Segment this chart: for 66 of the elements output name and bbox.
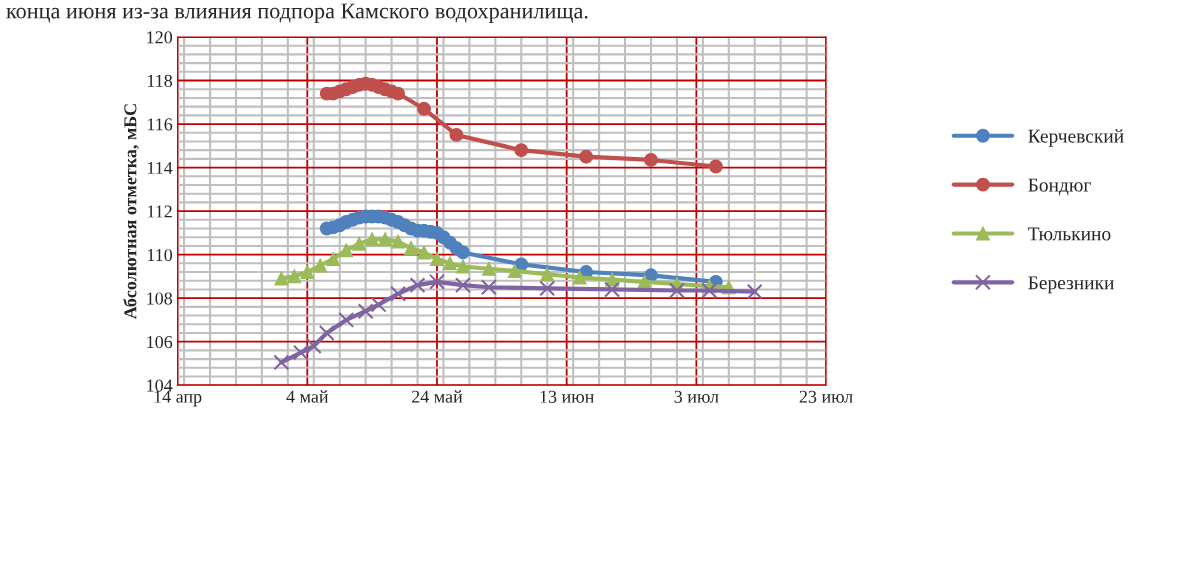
- y-tick-label: 120: [147, 31, 173, 44]
- point: [481, 261, 496, 276]
- x-tick-label: 3 июл: [674, 390, 719, 403]
- point: [365, 232, 380, 247]
- point: [318, 324, 335, 341]
- point: [637, 274, 652, 289]
- point: [429, 273, 445, 290]
- x-tick-label: 4 май: [286, 390, 329, 403]
- point: [352, 236, 367, 251]
- point: [572, 270, 587, 285]
- point: [370, 296, 387, 313]
- point: [292, 344, 309, 361]
- point: [313, 258, 328, 273]
- y-axis-title: Абсолютная отметка, мБС: [123, 104, 140, 320]
- point: [455, 259, 470, 274]
- point: [274, 271, 289, 286]
- y-tick-label: 112: [147, 205, 172, 218]
- point: [391, 86, 406, 101]
- point: [338, 311, 355, 328]
- point: [701, 282, 718, 299]
- x-tick-label: 23 июл: [799, 390, 853, 403]
- legend-label: Керчевский: [1028, 129, 1124, 147]
- point: [300, 265, 315, 279]
- point: [604, 281, 621, 298]
- x-tick-label: 13 июн: [540, 390, 594, 403]
- point: [409, 277, 426, 294]
- point: [417, 101, 431, 116]
- point: [326, 252, 341, 266]
- point: [579, 149, 594, 164]
- point: [668, 282, 685, 299]
- point: [540, 267, 555, 282]
- point: [480, 279, 497, 296]
- point: [339, 243, 354, 258]
- point: [455, 245, 470, 260]
- point: [507, 264, 522, 278]
- point: [443, 256, 457, 271]
- point: [644, 153, 658, 167]
- point: [417, 245, 431, 260]
- point: [449, 127, 464, 142]
- point: [514, 143, 529, 158]
- point: [746, 283, 763, 300]
- point: [305, 338, 322, 355]
- point: [287, 269, 302, 284]
- legend-label: Бондюг: [1028, 178, 1091, 196]
- legend-label: Березники: [1028, 276, 1114, 294]
- y-tick-label: 110: [147, 248, 173, 262]
- point: [404, 241, 418, 256]
- y-tick-label: 106: [147, 335, 173, 349]
- point: [273, 354, 290, 371]
- legend-label: Тюлькино: [1028, 227, 1111, 241]
- point: [391, 234, 406, 249]
- point: [430, 252, 444, 266]
- y-tick-label: 118: [147, 74, 173, 87]
- point: [378, 232, 393, 247]
- y-tick-label: 116: [147, 118, 173, 131]
- point: [390, 285, 407, 302]
- point: [539, 280, 556, 297]
- y-tick-label: 108: [147, 292, 173, 305]
- y-tick-label: 104: [147, 379, 173, 392]
- y-tick-label: 114: [147, 161, 173, 174]
- point: [357, 303, 374, 320]
- x-tick-label: 24 май: [412, 390, 463, 403]
- point: [454, 277, 471, 294]
- x-tick-label: 14 апр: [154, 390, 202, 407]
- point: [708, 159, 723, 174]
- text: конца июня из-за влияния подпора Камского водохранилища.: [6, 3, 588, 23]
